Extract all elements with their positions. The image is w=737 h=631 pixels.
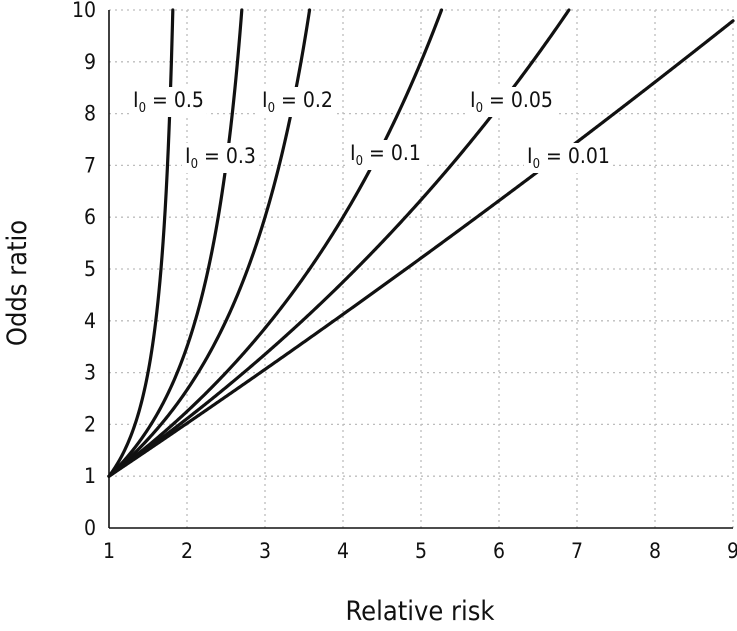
series-label-bg [259, 87, 336, 117]
series-label-sub: 0 [476, 101, 483, 116]
y-tick-label: 6 [84, 205, 96, 229]
series-label: I0 = 0.01 [524, 143, 613, 173]
x-tick-label: 2 [181, 539, 193, 563]
x-tick-label: 3 [259, 539, 271, 563]
series-label-text: I0 = 0.05 [470, 88, 553, 116]
series-label-text: I0 = 0.3 [185, 144, 256, 172]
y-tick-label: 7 [84, 153, 96, 177]
series-label-bg [130, 87, 207, 117]
series-label: I0 = 0.3 [182, 143, 259, 173]
series-label-bg [467, 87, 556, 117]
series-label-main: I [470, 88, 476, 112]
series-label-sub: 0 [533, 157, 540, 172]
series-label: I0 = 0.1 [347, 140, 424, 170]
series-label-main: I [350, 141, 356, 165]
series-label-sub: 0 [191, 157, 198, 172]
series-label-bg [182, 143, 259, 173]
series-label-sub: 0 [268, 101, 275, 116]
x-tick-label: 9 [727, 539, 737, 563]
series-line [107, 8, 175, 478]
series-label: I0 = 0.05 [467, 87, 556, 117]
series-label-bg [524, 143, 613, 173]
x-tick-label: 1 [103, 539, 115, 563]
y-axis-title: Odds ratio [2, 220, 33, 346]
curve-layer [107, 8, 735, 478]
series-label: I0 = 0.5 [130, 87, 207, 117]
y-tick-label: 1 [84, 464, 96, 488]
series-label-rest: = 0.5 [146, 88, 204, 112]
series-label-main: I [527, 144, 533, 168]
series-label-text: I0 = 0.1 [350, 141, 421, 169]
y-tick-label: 0 [84, 516, 96, 540]
x-tick-label: 4 [337, 539, 349, 563]
series-label-text: I0 = 0.2 [262, 88, 333, 116]
series-label-sub: 0 [356, 154, 363, 169]
series-label: I0 = 0.2 [259, 87, 336, 117]
x-tick-label: 5 [415, 539, 427, 563]
series-label-main: I [185, 144, 191, 168]
series-label-rest: = 0.05 [483, 88, 553, 112]
y-tick-label: 10 [72, 0, 96, 22]
label-layer: I0 = 0.5I0 = 0.3I0 = 0.2I0 = 0.1I0 = 0.0… [130, 87, 613, 173]
series-line [107, 8, 312, 478]
x-axis-title: Relative risk [345, 596, 494, 627]
series-line [107, 8, 244, 478]
y-tick-label: 2 [84, 412, 96, 436]
series-label-bg [347, 140, 424, 170]
y-tick-label: 5 [84, 257, 96, 281]
y-tick-label: 9 [84, 50, 96, 74]
y-tick-label: 3 [84, 361, 96, 385]
series-line [107, 8, 571, 478]
series-label-main: I [133, 88, 139, 112]
x-tick-label: 6 [493, 539, 505, 563]
series-label-main: I [262, 88, 268, 112]
series-line [107, 19, 735, 478]
series-label-rest: = 0.3 [198, 144, 256, 168]
series-label-rest: = 0.1 [363, 141, 421, 165]
series-line [107, 8, 444, 478]
series-label-sub: 0 [139, 101, 146, 116]
series-label-text: I0 = 0.01 [527, 144, 610, 172]
x-tick-label: 8 [649, 539, 661, 563]
x-tick-label: 7 [571, 539, 583, 563]
y-tick-label: 8 [84, 102, 96, 126]
series-label-rest: = 0.01 [540, 144, 610, 168]
series-label-rest: = 0.2 [275, 88, 333, 112]
series-label-text: I0 = 0.5 [133, 88, 204, 116]
y-tick-label: 4 [84, 309, 96, 333]
